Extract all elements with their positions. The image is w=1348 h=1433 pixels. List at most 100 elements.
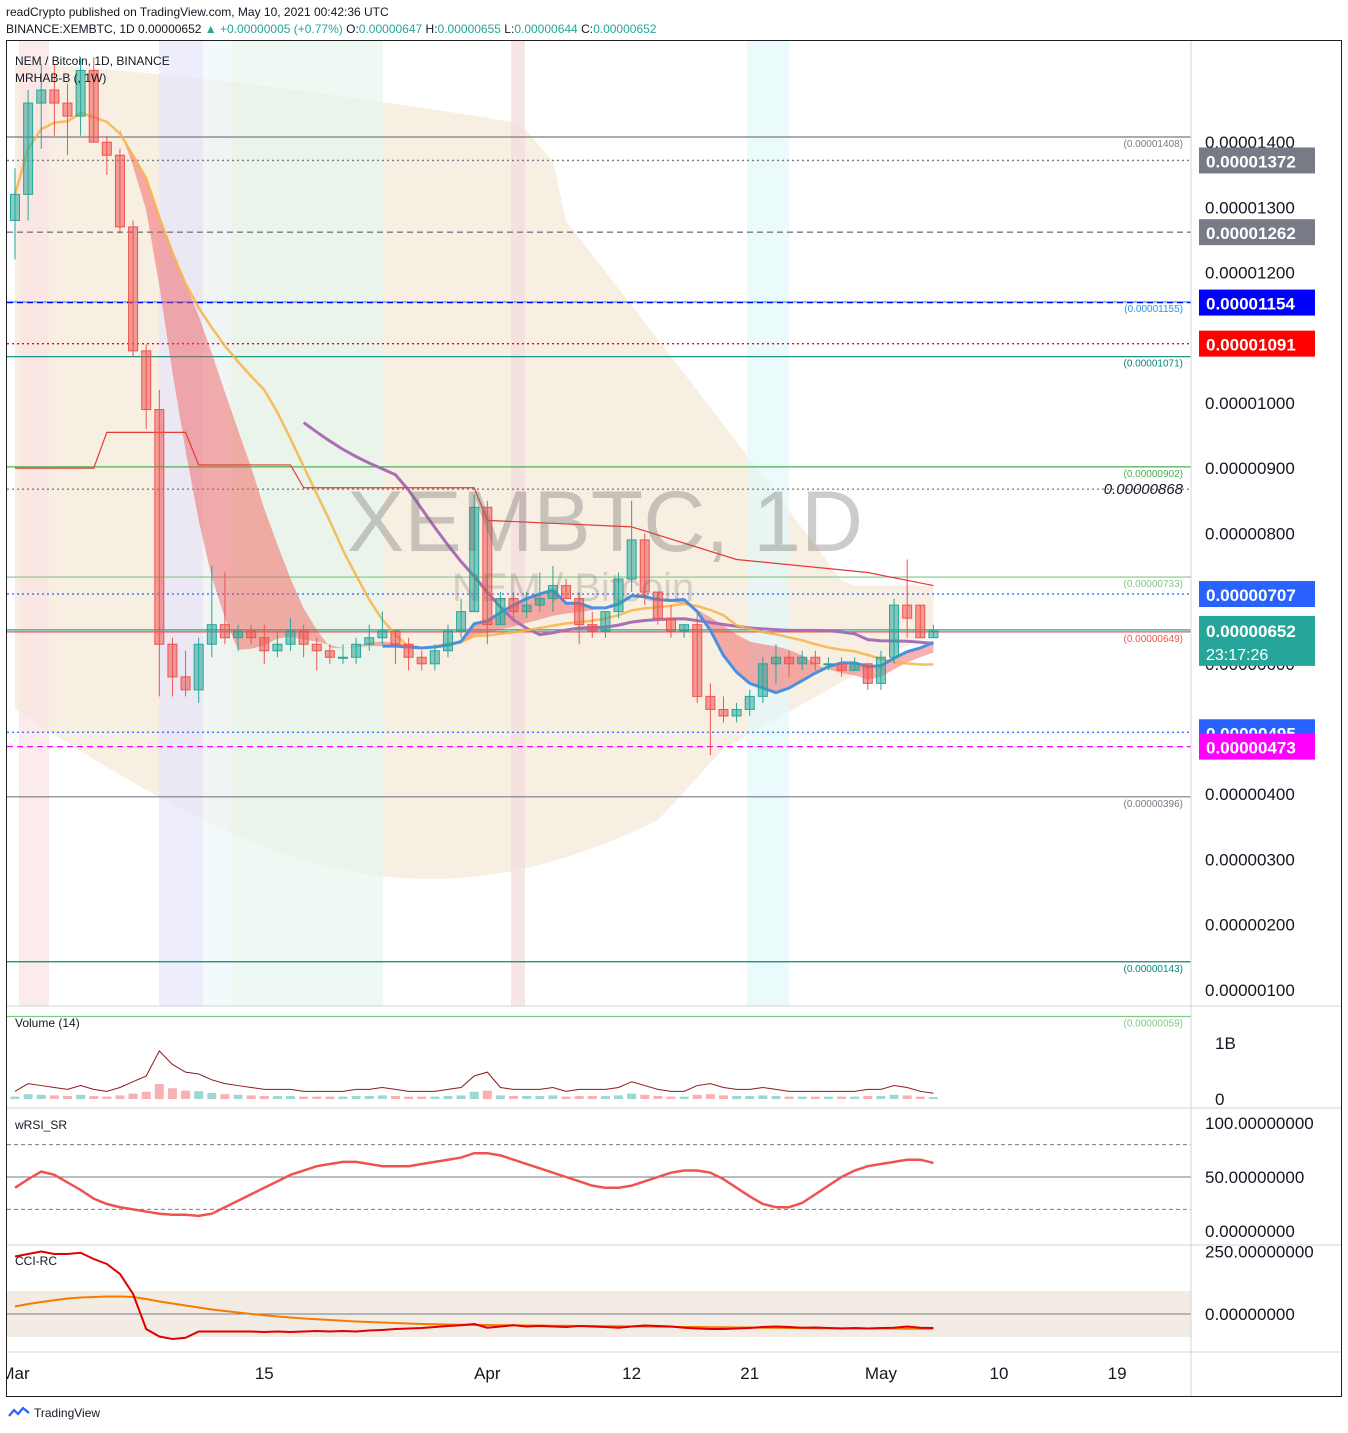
candle-body (62, 102, 73, 117)
level-label: (0.00000649) (1124, 634, 1184, 645)
volume-axis-label: 1B (1215, 1034, 1236, 1053)
volume-bar (627, 1093, 637, 1099)
volume-bar (167, 1088, 177, 1099)
volume-bar (246, 1095, 256, 1099)
price-axis-label: 0.00001000 (1205, 394, 1295, 413)
level-lines-layer: (0.00001408) (0.00001155) (0.00001071) (0.0… (7, 136, 1191, 1030)
candle-body (862, 663, 873, 684)
candle-body (88, 69, 99, 143)
volume-bar (377, 1095, 387, 1099)
volume-bar (705, 1094, 715, 1099)
volume-bar (207, 1093, 217, 1099)
volume-bar (115, 1095, 125, 1099)
price-tag-label: 0.00001091 (1206, 336, 1296, 355)
level-label: (0.00000396) (1124, 799, 1184, 810)
close-label: C: (581, 22, 594, 36)
chart-canvas[interactable]: (0.00001408) (0.00001155) (0.00001071) (0.0… (7, 41, 1341, 1396)
candle-body (351, 643, 362, 658)
pane-label: wRSI_SR (14, 1118, 67, 1132)
candle-body (666, 617, 676, 632)
candle-body (36, 89, 47, 104)
volume-bar (587, 1096, 597, 1099)
candle-body (692, 624, 703, 697)
pane-label: CCI-RC (15, 1254, 57, 1268)
candle-body (718, 708, 729, 717)
volume-bar (338, 1096, 348, 1099)
level-label: (0.00001071) (1124, 359, 1184, 370)
time-axis-label: 19 (1108, 1364, 1127, 1383)
volume-bar (732, 1096, 742, 1099)
volume-bar (364, 1096, 374, 1099)
volume-bar (548, 1095, 558, 1099)
volume-bar (417, 1096, 427, 1099)
candle-body (652, 591, 663, 619)
volume-bar (404, 1096, 414, 1099)
volume-bar (10, 1096, 20, 1099)
volume-bar (718, 1095, 728, 1099)
rsi-axis-label: 0.00000000 (1205, 1222, 1295, 1241)
candle-body (915, 604, 926, 639)
candle-body (889, 604, 900, 658)
time-axis-label: 15 (255, 1364, 274, 1383)
chart-frame[interactable]: (0.00001408) (0.00001155) (0.00001071) (0.0… (6, 40, 1342, 1397)
candle-body (574, 598, 585, 626)
candle-body (364, 637, 375, 645)
candle-body (416, 656, 427, 665)
candle-body (390, 630, 401, 645)
candle-body (75, 69, 86, 117)
volume-bar (390, 1096, 400, 1099)
candle-body (731, 708, 742, 717)
tradingview-logo-icon (8, 1406, 30, 1417)
published-line: readCrypto published on TradingView.com,… (6, 5, 389, 19)
candle-body (928, 630, 939, 639)
candle-body (259, 637, 270, 652)
price-tag-box (1199, 615, 1315, 666)
price-axis-label: 0.00000800 (1205, 524, 1295, 543)
watermark-name: NEM / Bitcoin (452, 566, 694, 610)
volume-bar (928, 1097, 938, 1099)
level-label: (0.00000733) (1124, 579, 1184, 590)
volume-bar (299, 1096, 309, 1099)
candle-body (298, 630, 309, 645)
volume-bar (640, 1094, 650, 1099)
volume-bar (194, 1091, 204, 1099)
symbol-label: BINANCE:XEMBTC, 1D (6, 22, 135, 36)
candle-body (744, 695, 755, 710)
volume-bar (76, 1094, 86, 1099)
price-tag-label: 0.00001372 (1206, 152, 1296, 171)
volume-bar (36, 1094, 46, 1099)
ma-orange-line (13, 111, 934, 666)
candles-layer (10, 57, 939, 756)
change-value: ▲ +0.00000005 (+0.77%) (204, 22, 343, 36)
candle-body (101, 141, 112, 156)
cci-axis-label: 0.00000000 (1205, 1305, 1295, 1324)
price-axis-label: 0.00000300 (1205, 850, 1295, 869)
cloud-band (15, 63, 934, 879)
volume-bar (614, 1095, 624, 1099)
candle-body (456, 611, 467, 632)
candle-body (639, 539, 650, 593)
volume-bar (522, 1096, 532, 1099)
volume-bar (62, 1096, 72, 1099)
level-label: (0.00001155) (1124, 304, 1183, 315)
candle-body (784, 656, 795, 665)
candle-body (849, 663, 860, 671)
rsi-axis-label: 50.00000000 (1205, 1168, 1304, 1187)
background-layer (15, 41, 934, 1006)
volume-bar (351, 1096, 361, 1099)
candle-body (836, 663, 847, 671)
candle-body (600, 611, 611, 632)
volume-bar (482, 1090, 492, 1099)
volume-bar (102, 1096, 112, 1099)
legend-name: NEM / Bitcoin, 1D, BINANCE (15, 54, 170, 68)
volume-bar (679, 1096, 689, 1099)
candle-body (797, 656, 808, 665)
price-tag-box (1199, 147, 1315, 174)
volume-bar (154, 1084, 164, 1099)
candle-body (587, 624, 598, 632)
candle-body (206, 624, 217, 645)
time-axis-label: 12 (622, 1364, 641, 1383)
highlight-strip (231, 41, 383, 1006)
candle-body (324, 650, 335, 658)
candle-body (23, 102, 34, 195)
